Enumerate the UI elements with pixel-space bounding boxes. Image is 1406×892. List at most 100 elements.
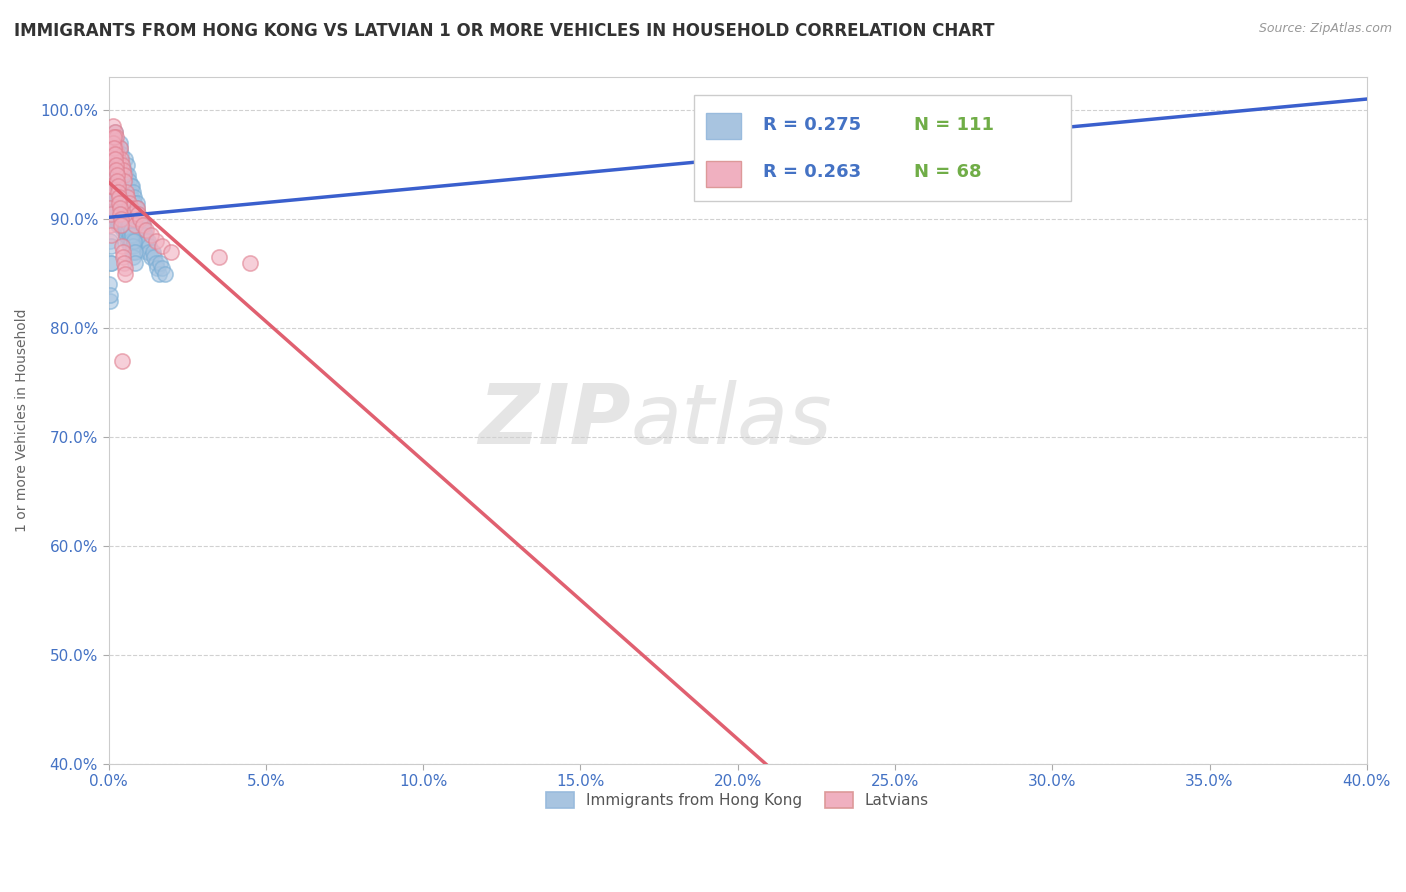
Point — [127, 206, 149, 220]
Point — [110, 218, 132, 232]
Point — [239, 255, 262, 269]
Point — [114, 185, 136, 199]
Point — [105, 130, 128, 145]
Point — [135, 234, 157, 248]
Point — [129, 212, 152, 227]
Point — [104, 152, 127, 166]
Point — [101, 174, 124, 188]
Point — [103, 190, 125, 204]
Point — [112, 218, 135, 232]
Point — [125, 201, 148, 215]
Point — [111, 212, 134, 227]
Point — [111, 163, 134, 178]
Point — [111, 244, 134, 259]
Point — [105, 201, 128, 215]
Point — [111, 223, 134, 237]
Point — [114, 218, 136, 232]
Point — [108, 195, 131, 210]
Point — [118, 195, 141, 210]
Point — [150, 239, 173, 253]
Point — [108, 201, 131, 215]
Point — [108, 206, 131, 220]
Point — [103, 206, 125, 220]
Point — [104, 158, 127, 172]
Point — [121, 239, 143, 253]
Point — [143, 250, 166, 264]
Point — [124, 201, 146, 215]
Point — [101, 146, 124, 161]
Point — [101, 185, 124, 199]
Point — [117, 223, 139, 237]
Point — [207, 250, 229, 264]
Point — [103, 195, 125, 210]
Point — [103, 130, 125, 145]
Point — [112, 174, 135, 188]
Point — [107, 218, 129, 232]
Text: atlas: atlas — [631, 380, 832, 461]
Point — [118, 218, 141, 232]
Point — [112, 169, 135, 183]
Point — [115, 234, 138, 248]
Point — [136, 234, 159, 248]
Point — [135, 239, 157, 253]
Point — [129, 212, 152, 227]
Point — [121, 244, 143, 259]
Point — [104, 201, 127, 215]
Point — [105, 146, 128, 161]
Point — [120, 201, 142, 215]
Point — [103, 146, 125, 161]
Point — [132, 218, 155, 232]
Text: R = 0.275: R = 0.275 — [763, 116, 860, 134]
Point — [110, 195, 132, 210]
Point — [128, 212, 150, 227]
Point — [138, 239, 160, 253]
Point — [118, 174, 141, 188]
Point — [112, 250, 135, 264]
Point — [108, 195, 131, 210]
Point — [124, 244, 146, 259]
Point — [101, 136, 124, 150]
Point — [134, 228, 156, 243]
Point — [132, 218, 155, 232]
Point — [138, 244, 160, 259]
Point — [111, 169, 134, 183]
Point — [120, 190, 142, 204]
Point — [100, 206, 122, 220]
Point — [132, 223, 155, 237]
Point — [111, 218, 134, 232]
Point — [121, 206, 143, 220]
Point — [145, 234, 167, 248]
Point — [107, 185, 129, 199]
Point — [100, 218, 122, 232]
Point — [122, 234, 145, 248]
Point — [117, 190, 139, 204]
Point — [121, 234, 143, 248]
Point — [107, 206, 129, 220]
Point — [111, 353, 134, 368]
Point — [135, 223, 157, 237]
Point — [148, 267, 170, 281]
Point — [124, 218, 146, 232]
Point — [121, 228, 143, 243]
Point — [115, 223, 138, 237]
Point — [122, 250, 145, 264]
Point — [100, 255, 122, 269]
Point — [105, 136, 128, 150]
Bar — [706, 161, 741, 187]
Point — [131, 223, 153, 237]
Point — [111, 158, 134, 172]
Point — [124, 255, 146, 269]
Point — [98, 179, 121, 194]
Point — [98, 169, 121, 183]
Point — [135, 244, 157, 259]
Point — [104, 212, 127, 227]
Text: ZIP: ZIP — [478, 380, 631, 461]
Point — [100, 255, 122, 269]
Text: N = 111: N = 111 — [914, 116, 994, 134]
Point — [107, 152, 129, 166]
Point — [100, 201, 122, 215]
Point — [142, 244, 165, 259]
Point — [145, 255, 167, 269]
Point — [127, 206, 149, 220]
Point — [98, 234, 121, 248]
